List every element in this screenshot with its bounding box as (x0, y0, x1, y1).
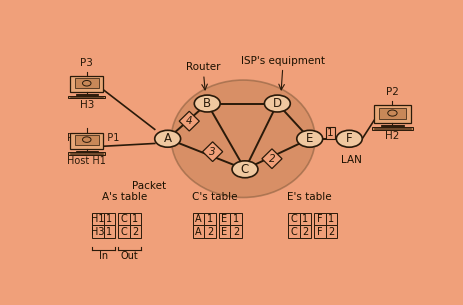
Text: 1: 1 (327, 214, 334, 224)
Polygon shape (179, 111, 199, 131)
Text: F: F (316, 227, 322, 236)
Text: D: D (272, 97, 282, 110)
FancyBboxPatch shape (313, 225, 325, 238)
Text: Out: Out (120, 251, 138, 261)
Text: P2: P2 (385, 87, 398, 97)
Text: LAN: LAN (340, 155, 361, 165)
FancyBboxPatch shape (92, 225, 103, 238)
FancyBboxPatch shape (75, 135, 99, 145)
Circle shape (296, 130, 322, 147)
FancyBboxPatch shape (68, 152, 105, 155)
Text: 2: 2 (232, 227, 238, 236)
FancyBboxPatch shape (373, 105, 410, 123)
Text: 2: 2 (268, 154, 275, 164)
Text: B: B (203, 97, 211, 110)
Circle shape (154, 130, 180, 147)
Text: 2: 2 (327, 227, 334, 236)
FancyBboxPatch shape (68, 96, 105, 98)
FancyBboxPatch shape (325, 213, 336, 225)
Text: 1: 1 (106, 227, 112, 236)
FancyBboxPatch shape (299, 225, 311, 238)
Text: A: A (163, 132, 171, 145)
FancyBboxPatch shape (70, 133, 103, 149)
FancyBboxPatch shape (218, 213, 230, 225)
FancyBboxPatch shape (92, 213, 103, 225)
Text: 1: 1 (326, 128, 333, 138)
Text: Host H1: Host H1 (67, 156, 106, 167)
Text: H3: H3 (91, 227, 105, 236)
Text: E: E (221, 214, 227, 224)
Circle shape (264, 95, 290, 112)
Text: E's table: E's table (287, 192, 332, 202)
FancyBboxPatch shape (193, 213, 204, 225)
Text: 1: 1 (132, 214, 138, 224)
Text: 2: 2 (132, 227, 138, 236)
Text: F: F (345, 132, 352, 145)
Circle shape (336, 130, 362, 147)
Ellipse shape (171, 80, 314, 197)
Text: C's table: C's table (191, 192, 237, 202)
Text: C: C (290, 214, 297, 224)
Text: Router: Router (186, 62, 220, 72)
FancyBboxPatch shape (371, 127, 412, 130)
Text: H1: H1 (91, 214, 105, 224)
Text: 4: 4 (186, 116, 192, 126)
FancyBboxPatch shape (230, 225, 241, 238)
Text: A: A (195, 214, 201, 224)
FancyBboxPatch shape (299, 213, 311, 225)
Text: C: C (120, 227, 127, 236)
FancyBboxPatch shape (380, 125, 403, 126)
FancyBboxPatch shape (204, 225, 215, 238)
FancyBboxPatch shape (313, 213, 325, 225)
Text: ISP's equipment: ISP's equipment (240, 56, 324, 66)
FancyBboxPatch shape (75, 78, 99, 88)
Text: In: In (99, 251, 108, 261)
Circle shape (232, 161, 257, 178)
FancyBboxPatch shape (103, 213, 115, 225)
Text: H2: H2 (384, 131, 399, 141)
Text: 2: 2 (206, 227, 213, 236)
Text: Packet: Packet (131, 181, 165, 191)
Text: 1: 1 (206, 214, 213, 224)
Text: 2: 2 (301, 227, 308, 236)
Polygon shape (261, 149, 282, 169)
Text: Process P1: Process P1 (67, 133, 119, 143)
Text: P3: P3 (80, 58, 93, 68)
FancyBboxPatch shape (70, 76, 103, 92)
FancyBboxPatch shape (288, 225, 299, 238)
FancyBboxPatch shape (103, 225, 115, 238)
FancyBboxPatch shape (118, 225, 129, 238)
Text: H3: H3 (80, 100, 94, 110)
FancyBboxPatch shape (288, 213, 299, 225)
FancyBboxPatch shape (129, 225, 141, 238)
FancyBboxPatch shape (218, 225, 230, 238)
Text: E: E (221, 227, 227, 236)
FancyBboxPatch shape (76, 151, 97, 152)
FancyBboxPatch shape (378, 108, 405, 119)
Text: C: C (290, 227, 297, 236)
Text: 1: 1 (302, 214, 308, 224)
FancyBboxPatch shape (204, 213, 215, 225)
Text: C: C (120, 214, 127, 224)
Text: 1: 1 (232, 214, 238, 224)
FancyBboxPatch shape (76, 94, 97, 95)
FancyBboxPatch shape (325, 225, 336, 238)
Text: 1: 1 (106, 214, 112, 224)
Circle shape (194, 95, 220, 112)
Text: A's table: A's table (102, 192, 147, 202)
FancyBboxPatch shape (118, 213, 129, 225)
Text: C: C (240, 163, 249, 176)
Text: F: F (316, 214, 322, 224)
Text: 3: 3 (209, 147, 215, 157)
FancyBboxPatch shape (230, 213, 241, 225)
Polygon shape (202, 142, 222, 162)
Text: E: E (306, 132, 313, 145)
FancyBboxPatch shape (129, 213, 141, 225)
FancyBboxPatch shape (193, 225, 204, 238)
Text: A: A (195, 227, 201, 236)
